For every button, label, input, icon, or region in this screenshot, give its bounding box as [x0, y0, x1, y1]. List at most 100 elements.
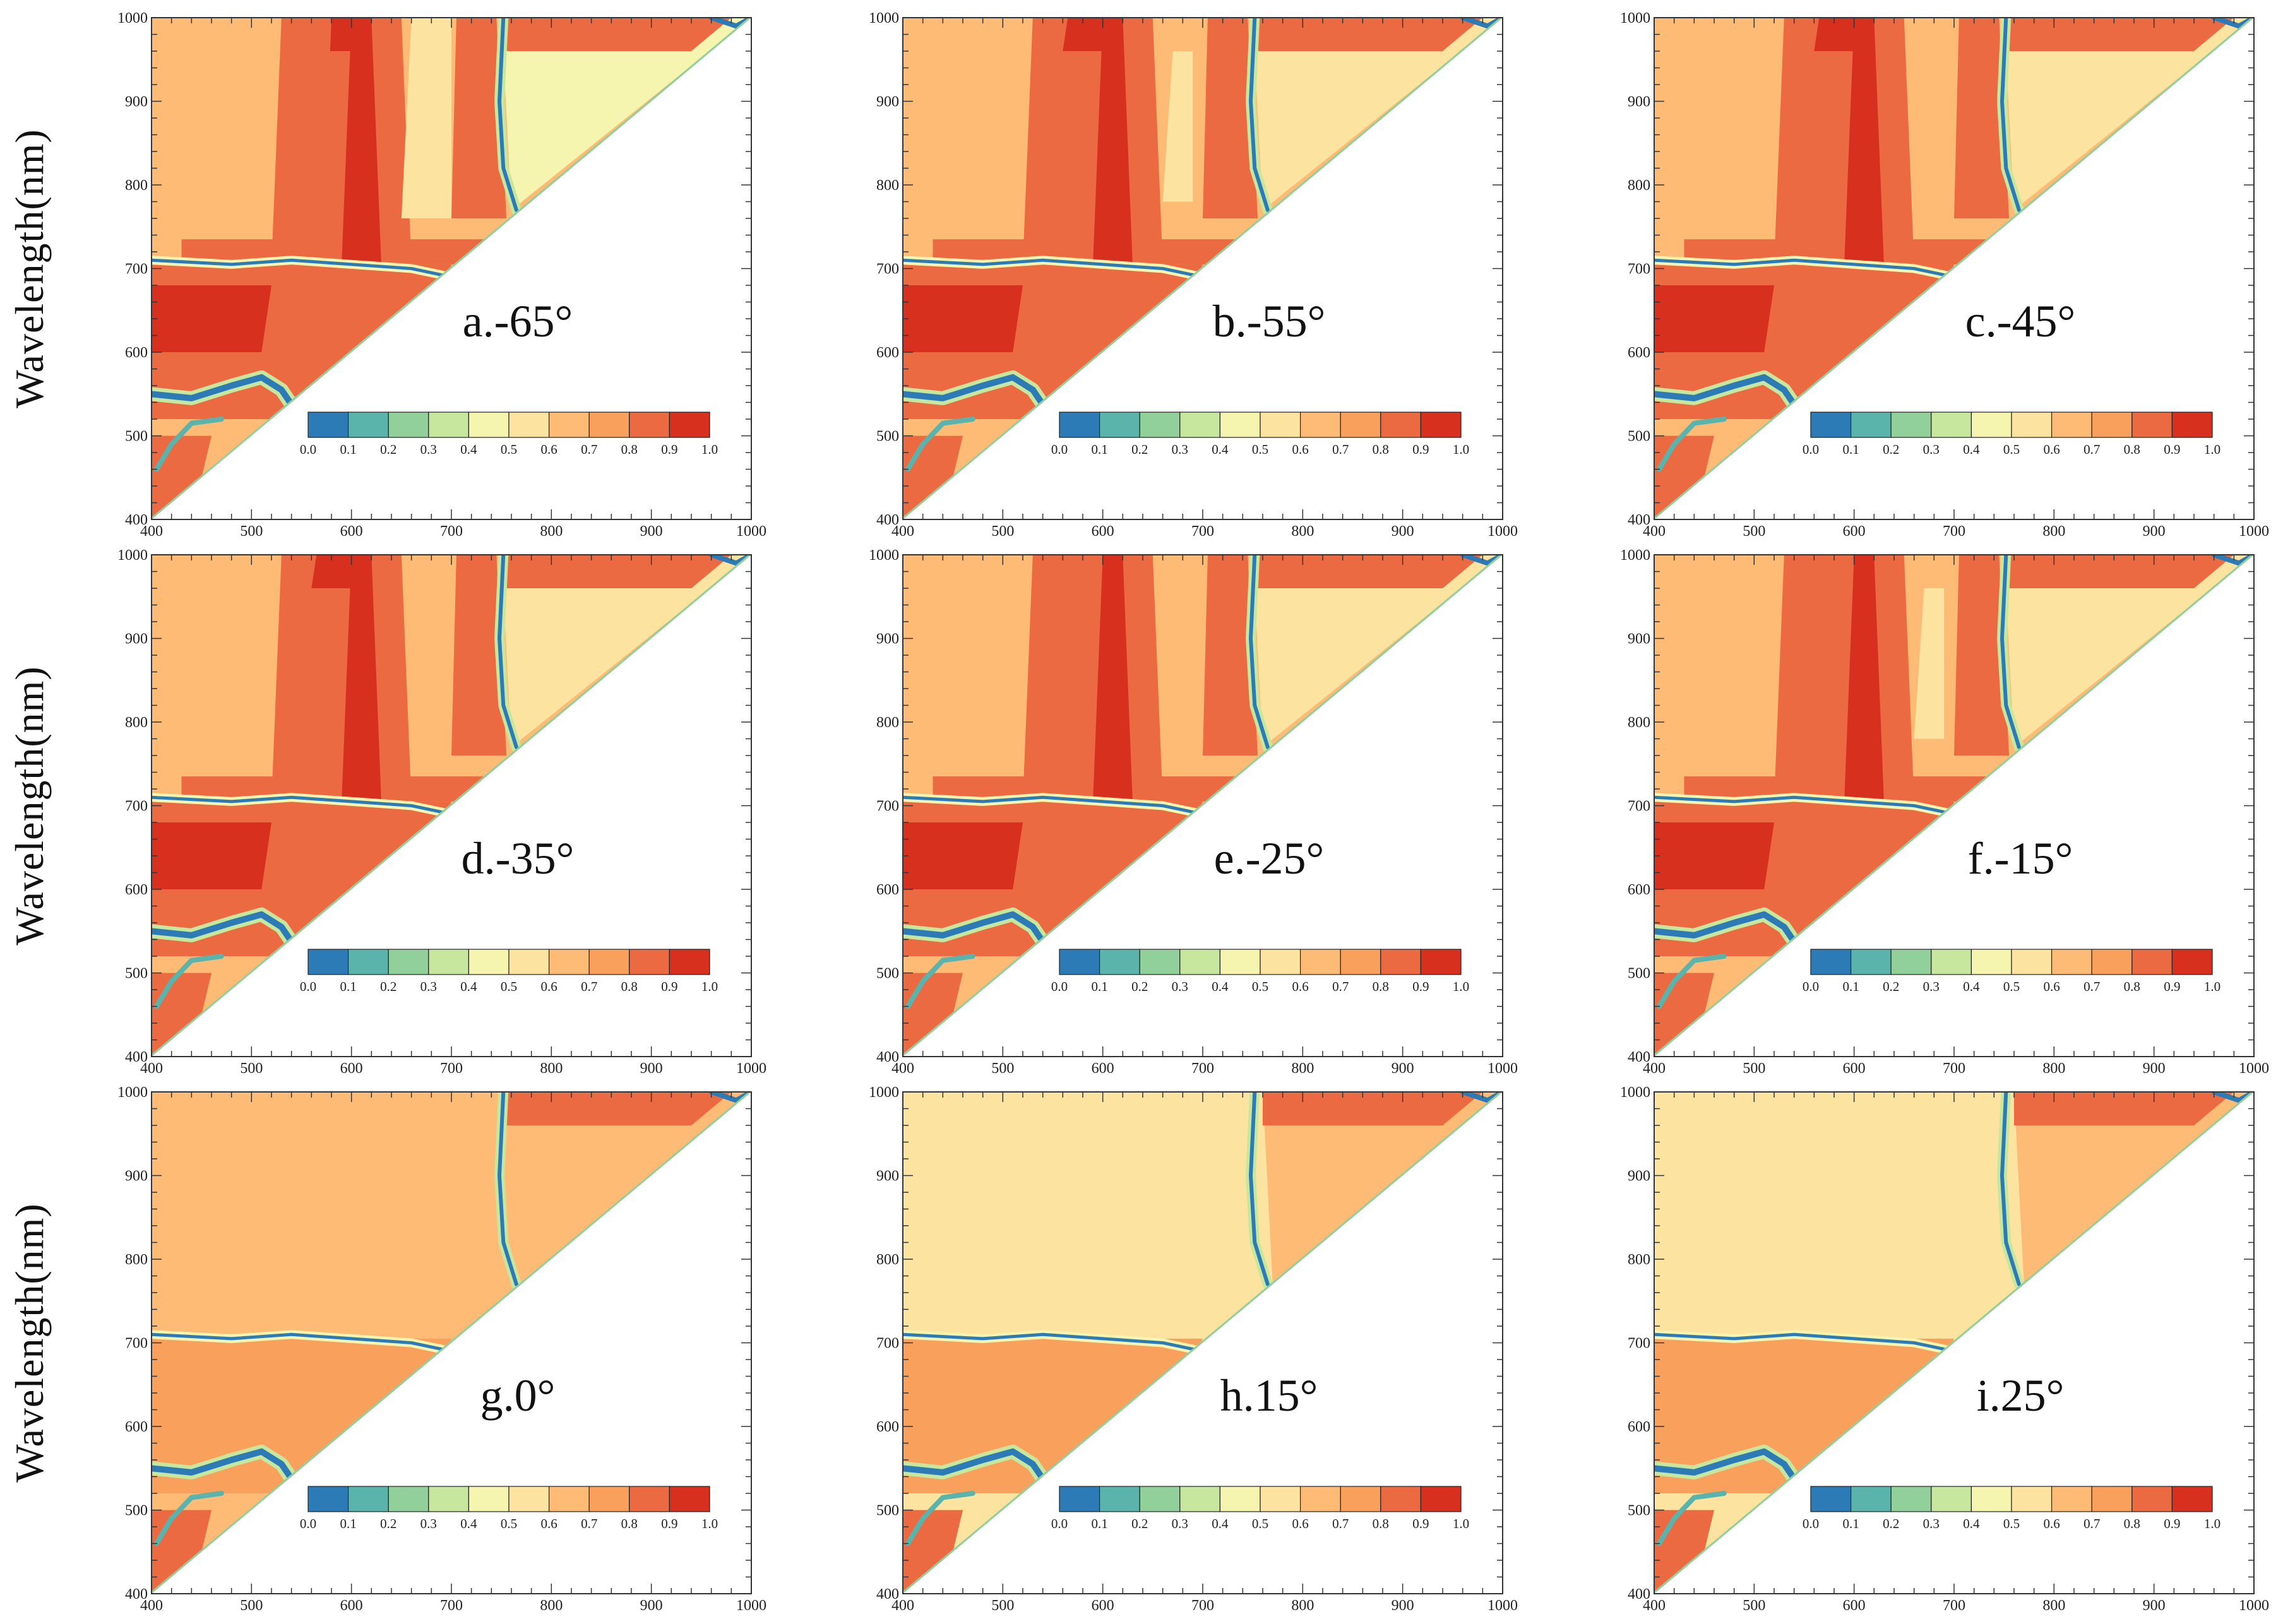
colorbar-swatch: [588, 949, 630, 975]
diagonal-edge: [903, 555, 1503, 1057]
heatmap-cell: [1092, 18, 1133, 269]
colorbar-swatch: [1851, 1486, 1892, 1512]
ridge-line: [1654, 374, 1808, 422]
colorbar-tick-label: 0.7: [2083, 1516, 2100, 1531]
y-tick-label: 400: [876, 1049, 899, 1065]
y-tick-label: 400: [1628, 1586, 1650, 1603]
y-tick-label: 700: [125, 798, 148, 815]
colorbar-swatch: [1300, 949, 1341, 975]
colorbar-swatch: [1260, 1486, 1301, 1512]
y-tick-label: 600: [1628, 345, 1650, 361]
y-tick-label: 500: [125, 966, 148, 982]
ridge-line: [1249, 555, 1270, 749]
heatmap-cell: [1814, 18, 1854, 51]
colorbar-tick-label: 0.0: [1803, 1516, 1819, 1531]
heatmap-cell: [152, 285, 271, 352]
colorbar-tick-label: 0.6: [2043, 442, 2059, 457]
colorbar-tick-label: 0.8: [2124, 442, 2140, 457]
heatmap-body: [1654, 18, 2254, 519]
x-tick-label: 800: [2042, 1060, 2065, 1077]
colorbar-swatch: [1810, 412, 1852, 438]
colorbar-tick-label: 0.5: [1252, 1516, 1268, 1531]
colorbar-tick-label: 0.7: [1332, 979, 1349, 994]
colorbar-swatch: [548, 412, 590, 438]
colorbar-tick-label: 0.9: [2164, 442, 2180, 457]
colorbar-swatch: [1340, 412, 1381, 438]
colorbar-swatch: [2011, 412, 2053, 438]
colorbar-tick-label: 1.0: [701, 442, 718, 457]
x-tick-label: 600: [340, 523, 363, 540]
x-tick-label: 700: [1943, 523, 1965, 540]
colorbar-swatch: [1970, 412, 2012, 438]
x-tick-label: 600: [1843, 1060, 1866, 1077]
colorbar-swatch: [1260, 949, 1301, 975]
colorbar-swatch: [1931, 1486, 1972, 1512]
heatmap-cell: [1914, 588, 1945, 739]
y-tick-label: 500: [1628, 429, 1650, 445]
colorbar-tick-label: 1.0: [701, 979, 718, 994]
colorbar-tick-label: 0.5: [501, 979, 517, 994]
panel-label: d.-35°: [462, 833, 575, 884]
panel-label: g.0°: [480, 1370, 556, 1421]
colorbar-tick-label: 0.1: [1091, 1516, 1107, 1531]
x-tick-label: 500: [1743, 1597, 1765, 1614]
heatmap-cell: [903, 1510, 963, 1594]
ridge-line: [152, 374, 305, 422]
colorbar-swatch: [428, 949, 469, 975]
colorbar-swatch: [1139, 1486, 1181, 1512]
colorbar-swatch: [548, 949, 590, 975]
colorbar-swatch: [1099, 1486, 1140, 1512]
x-tick-label: 800: [1291, 1060, 1314, 1077]
x-tick-label: 1000: [2239, 523, 2269, 540]
ridge-line: [905, 417, 975, 472]
heatmap-cell: [152, 822, 271, 889]
x-tick-label: 600: [1843, 1597, 1866, 1614]
colorbar-swatch: [1851, 949, 1892, 975]
colorbar-tick-label: 0.0: [1051, 442, 1068, 457]
colorbar-tick-label: 0.5: [1252, 979, 1268, 994]
colorbar-tick-label: 0.1: [1091, 979, 1107, 994]
colorbar-swatch: [1179, 1486, 1221, 1512]
colorbar-tick-label: 0.9: [1412, 979, 1429, 994]
heatmap-cell: [401, 18, 451, 218]
heatmap-cell: [1654, 436, 1714, 519]
colorbar-tick-label: 0.8: [621, 442, 638, 457]
heatmap-cell: [903, 436, 963, 519]
colorbar-tick-label: 1.0: [701, 1516, 718, 1531]
ridge-line: [1656, 954, 1727, 1009]
y-tick-label: 1000: [869, 10, 899, 27]
colorbar-swatch: [1179, 412, 1221, 438]
ridge-line: [153, 954, 224, 1009]
colorbar-tick-label: 0.3: [1923, 442, 1940, 457]
y-tick-label: 400: [125, 512, 148, 528]
colorbar-tick-label: 0.8: [2124, 979, 2140, 994]
colorbar-swatch: [1970, 1486, 2012, 1512]
colorbar-swatch: [2051, 1486, 2092, 1512]
colorbar-tick-label: 0.6: [1292, 442, 1308, 457]
y-tick-label: 800: [876, 714, 899, 731]
y-tick-label: 1000: [1620, 10, 1650, 27]
y-tick-label: 900: [876, 631, 899, 648]
colorbar-swatch: [2131, 949, 2173, 975]
x-tick-label: 1000: [1487, 1060, 1518, 1077]
colorbar-swatch: [669, 412, 710, 438]
y-tick-label: 600: [876, 1419, 899, 1435]
y-tick-label: 500: [125, 429, 148, 445]
colorbar-tick-label: 0.1: [340, 442, 356, 457]
y-tick-label: 600: [1628, 882, 1650, 898]
x-tick-label: 400: [140, 523, 163, 540]
colorbar-swatch: [1890, 1486, 1932, 1512]
colorbar-swatch: [1059, 412, 1100, 438]
ridge-line: [1654, 911, 1808, 959]
colorbar-tick-label: 0.9: [1412, 1516, 1429, 1531]
heatmap-cell: [1092, 555, 1133, 806]
y-tick-label: 600: [876, 345, 899, 361]
y-tick-label: 500: [125, 1503, 148, 1519]
x-tick-label: 400: [1643, 1597, 1666, 1614]
colorbar-swatch: [629, 1486, 670, 1512]
x-tick-label: 600: [340, 1597, 363, 1614]
colorbar-swatch: [1810, 1486, 1852, 1512]
